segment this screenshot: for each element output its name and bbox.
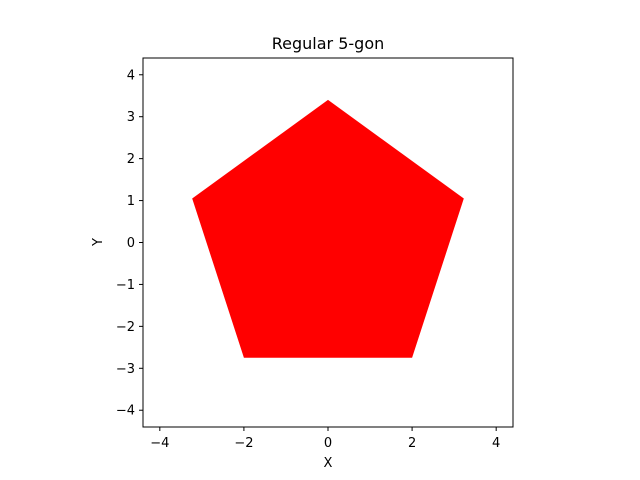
y-tick-label: 0	[127, 236, 135, 251]
x-tick-label: 4	[492, 436, 500, 451]
x-tick-label: −2	[234, 436, 253, 451]
x-axis-label: X	[324, 456, 333, 471]
x-tick-label: −4	[150, 436, 169, 451]
y-tick-label: 1	[127, 194, 135, 209]
x-tick-label: 0	[324, 436, 332, 451]
y-tick-label: −1	[116, 278, 135, 293]
y-tick-label: 3	[127, 110, 135, 125]
plot-area: −4 −2 0 2 4 −4 −3 −2 −1 0 1 2 3 4	[116, 57, 514, 451]
chart-title: Regular 5-gon	[272, 34, 385, 53]
x-tick-label: 2	[408, 436, 416, 451]
y-tick-label: −4	[116, 404, 135, 419]
y-axis-label: Y	[91, 238, 106, 247]
y-tick-label: 2	[127, 152, 135, 167]
y-tick-label: 4	[127, 68, 135, 83]
y-tick-label: −3	[116, 362, 135, 377]
y-tick-label: −2	[116, 320, 135, 335]
pentagon-shape	[192, 99, 464, 358]
